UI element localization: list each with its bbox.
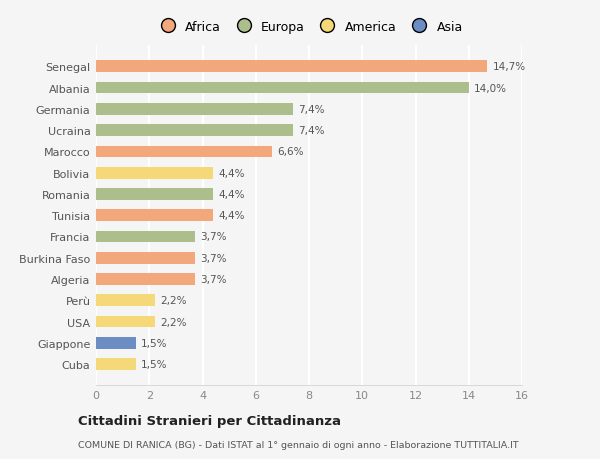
Bar bbox=[96, 83, 469, 94]
Bar bbox=[96, 62, 487, 73]
Text: 14,7%: 14,7% bbox=[493, 62, 526, 72]
Bar bbox=[96, 274, 194, 285]
Bar bbox=[96, 146, 272, 158]
Bar bbox=[96, 125, 293, 137]
Text: 7,4%: 7,4% bbox=[298, 105, 325, 115]
Bar bbox=[96, 358, 136, 370]
Text: 7,4%: 7,4% bbox=[298, 126, 325, 136]
Text: 3,7%: 3,7% bbox=[200, 232, 226, 242]
Text: 1,5%: 1,5% bbox=[141, 359, 168, 369]
Bar bbox=[96, 210, 213, 222]
Text: 4,4%: 4,4% bbox=[218, 168, 245, 178]
Text: 3,7%: 3,7% bbox=[200, 253, 226, 263]
Bar bbox=[96, 168, 213, 179]
Bar bbox=[96, 337, 136, 349]
Bar bbox=[96, 252, 194, 264]
Text: 6,6%: 6,6% bbox=[277, 147, 304, 157]
Text: 1,5%: 1,5% bbox=[141, 338, 168, 348]
Bar bbox=[96, 104, 293, 116]
Text: Cittadini Stranieri per Cittadinanza: Cittadini Stranieri per Cittadinanza bbox=[78, 414, 341, 428]
Text: 2,2%: 2,2% bbox=[160, 317, 187, 327]
Text: 14,0%: 14,0% bbox=[474, 84, 507, 93]
Text: 3,7%: 3,7% bbox=[200, 274, 226, 285]
Text: 4,4%: 4,4% bbox=[218, 190, 245, 200]
Text: 4,4%: 4,4% bbox=[218, 211, 245, 221]
Bar bbox=[96, 231, 194, 243]
Bar bbox=[96, 295, 155, 307]
Text: COMUNE DI RANICA (BG) - Dati ISTAT al 1° gennaio di ogni anno - Elaborazione TUT: COMUNE DI RANICA (BG) - Dati ISTAT al 1°… bbox=[78, 441, 518, 449]
Bar bbox=[96, 316, 155, 328]
Bar bbox=[96, 189, 213, 200]
Legend: Africa, Europa, America, Asia: Africa, Europa, America, Asia bbox=[152, 18, 466, 36]
Text: 2,2%: 2,2% bbox=[160, 296, 187, 306]
